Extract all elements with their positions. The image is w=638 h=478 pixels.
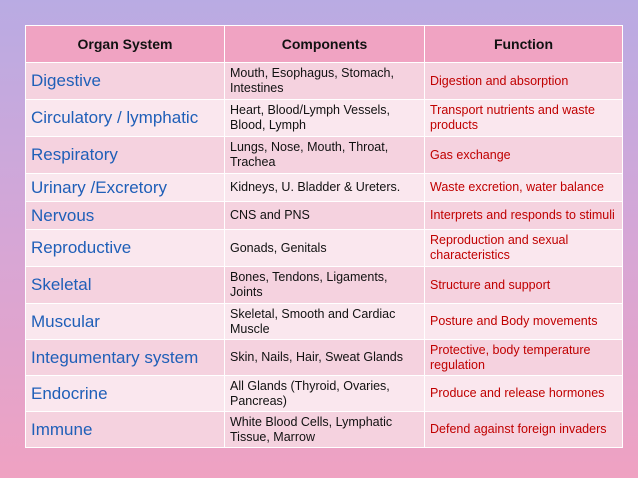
table-row: Circulatory / lymphatic Heart, Blood/Lymp… [25,99,623,137]
organ-system: Immune [25,411,225,448]
function: Defend against foreign invaders [424,411,623,448]
function: Reproduction and sexual characteristics [424,229,623,267]
table-row: Digestive Mouth, Esophagus, Stomach, Inte… [25,62,623,100]
header-row: Organ System Components Function [25,25,623,63]
table-row: Reproductive Gonads, Genitals Reproduction… [25,229,623,267]
components: All Glands (Thyroid, Ovaries, Pancreas) [224,375,425,412]
components: Skin, Nails, Hair, Sweat Glands [224,339,425,376]
components: Skeletal, Smooth and Cardiac Muscle [224,303,425,340]
organ-system: Skeletal [25,266,225,304]
organ-system: Digestive [25,62,225,100]
components: White Blood Cells, Lymphatic Tissue, Mar… [224,411,425,448]
components: CNS and PNS [224,201,425,230]
components: Bones, Tendons, Ligaments, Joints [224,266,425,304]
components: Mouth, Esophagus, Stomach, Intestines [224,62,425,100]
function: Posture and Body movements [424,303,623,340]
organ-system: Respiratory [25,136,225,174]
components: Kidneys, U. Bladder & Ureters. [224,173,425,202]
function: Structure and support [424,266,623,304]
organ-system: Integumentary system [25,339,225,376]
components: Heart, Blood/Lymph Vessels, Blood, Lymph [224,99,425,137]
organ-system: Nervous [25,201,225,230]
organ-system: Muscular [25,303,225,340]
table-row: Endocrine All Glands (Thyroid, Ovaries, P… [25,375,623,412]
organ-system: Circulatory / lymphatic [25,99,225,137]
table-row: Skeletal Bones, Tendons, Ligaments, Joint… [25,266,623,304]
table-row: Nervous CNS and PNS Interprets and respond… [25,201,623,230]
table-row: Integumentary system Skin, Nails, Hair, S… [25,339,623,376]
table-row: Respiratory Lungs, Nose, Mouth, Throat, T… [25,136,623,174]
organ-system: Endocrine [25,375,225,412]
header-cell: Organ System [25,25,225,63]
function: Gas exchange [424,136,623,174]
table-row: Immune White Blood Cells, Lymphatic Tissu… [25,411,623,448]
organ-system: Reproductive [25,229,225,267]
function: Digestion and absorption [424,62,623,100]
function: Protective, body temperature regulation [424,339,623,376]
header-cell: Components [224,25,425,63]
components: Lungs, Nose, Mouth, Throat, Trachea [224,136,425,174]
function: Interprets and responds to stimuli [424,201,623,230]
table-row: Muscular Skeletal, Smooth and Cardiac Mus… [25,303,623,340]
function: Produce and release hormones [424,375,623,412]
function: Transport nutrients and waste products [424,99,623,137]
components: Gonads, Genitals [224,229,425,267]
table-body: Digestive Mouth, Esophagus, Stomach, Inte… [25,62,623,448]
function: Waste excretion, water balance [424,173,623,202]
organ-table: Organ System Components Function Digestive… [25,25,623,448]
table-row: Urinary /Excretory Kidneys, U. Bladder & … [25,173,623,202]
header-cell: Function [424,25,623,63]
organ-system: Urinary /Excretory [25,173,225,202]
